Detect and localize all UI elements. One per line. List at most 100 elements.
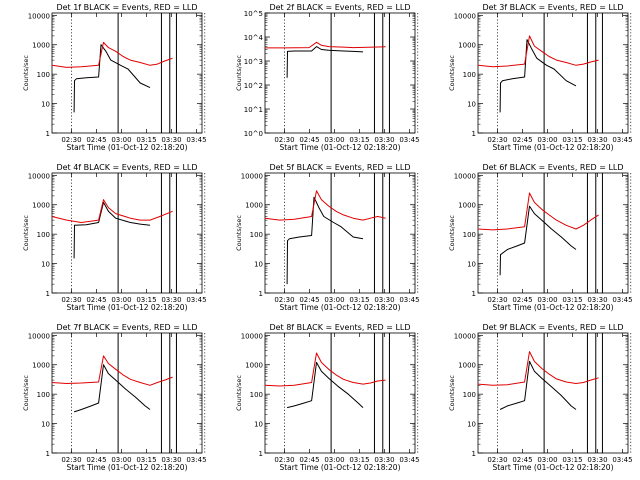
x-tick-label: 02:30 xyxy=(61,136,81,144)
x-tick-label: 02:30 xyxy=(487,456,507,464)
y-axis-label: Counts/sec xyxy=(448,55,456,91)
y-tick-label: 10 xyxy=(467,421,476,429)
x-tick-label: 03:45 xyxy=(186,296,206,304)
y-tick-label: 10000 xyxy=(241,172,263,180)
x-tick-label: 03:00 xyxy=(537,296,557,304)
y-tick-label: 100 xyxy=(250,391,263,399)
y-tick-label: 10000 xyxy=(454,172,476,180)
x-tick-label: 02:30 xyxy=(61,456,81,464)
plot-frame xyxy=(51,332,203,454)
chart-title: Det 2f BLACK = Events, RED = LLD xyxy=(269,3,410,12)
y-tick-label: 10^1 xyxy=(244,106,263,114)
x-tick-label: 03:00 xyxy=(537,456,557,464)
x-tick-label: 03:30 xyxy=(374,456,394,464)
y-tick-label: 10^2 xyxy=(244,82,263,90)
series-line-lld xyxy=(51,355,173,386)
x-axis-label: Start Time (01-Oct-12 02:18:20) xyxy=(66,143,187,152)
y-tick-label: 1000 xyxy=(245,362,263,370)
chart-panel-8: Det 8f BLACK = Events, RED = LLD 1 10 100 10… xyxy=(235,323,420,472)
y-axis-label: Counts/sec xyxy=(235,55,243,91)
y-tick-label: 1000 xyxy=(458,202,476,210)
x-tick-label: 03:00 xyxy=(111,136,131,144)
x-tick-label: 03:00 xyxy=(324,296,344,304)
series-line-events xyxy=(73,364,151,413)
x-tick-label: 03:30 xyxy=(161,456,181,464)
y-tick-label: 100 xyxy=(37,71,50,79)
x-tick-label: 02:45 xyxy=(512,296,532,304)
y-tick-label: 1 xyxy=(472,290,476,298)
y-tick-label: 1 xyxy=(46,290,50,298)
x-tick-label: 03:15 xyxy=(136,456,156,464)
x-tick-label: 03:45 xyxy=(612,136,632,144)
x-tick-label: 03:30 xyxy=(161,136,181,144)
x-tick-label: 03:30 xyxy=(161,296,181,304)
y-tick-label: 1000 xyxy=(458,362,476,370)
x-axis-label: Start Time (01-Oct-12 02:18:20) xyxy=(492,143,613,152)
x-tick-label: 03:15 xyxy=(562,296,582,304)
x-axis-label: Start Time (01-Oct-12 02:18:20) xyxy=(279,463,400,472)
y-axis-label: Counts/sec xyxy=(22,215,30,251)
x-tick-label: 03:30 xyxy=(587,296,607,304)
x-tick-label: 02:45 xyxy=(86,136,106,144)
plot-frame xyxy=(264,172,416,294)
y-tick-label: 1000 xyxy=(458,42,476,50)
y-axis-label: Counts/sec xyxy=(235,375,243,411)
chart-title: Det 7f BLACK = Events, RED = LLD xyxy=(56,323,197,332)
y-axis-label: Counts/sec xyxy=(235,215,243,251)
y-tick-label: 1 xyxy=(472,450,476,458)
chart-panel-7: Det 7f BLACK = Events, RED = LLD 1 10 100 10… xyxy=(22,323,207,472)
x-tick-label: 02:45 xyxy=(299,136,319,144)
x-tick-label: 03:45 xyxy=(186,456,206,464)
x-tick-label: 03:30 xyxy=(374,296,394,304)
x-axis-label: Start Time (01-Oct-12 02:18:20) xyxy=(279,303,400,312)
y-tick-label: 10000 xyxy=(28,12,50,20)
plot-frame xyxy=(477,172,629,294)
series-line-lld xyxy=(477,35,599,68)
x-tick-label: 03:00 xyxy=(111,456,131,464)
series-line-lld xyxy=(477,351,599,386)
x-tick-label: 02:30 xyxy=(487,296,507,304)
series-line-lld xyxy=(265,41,386,49)
y-tick-label: 10 xyxy=(41,261,50,269)
chart-panel-3: Det 3f BLACK = Events, RED = LLD 1 10 100 10… xyxy=(448,3,633,152)
y-tick-label: 1 xyxy=(472,130,476,138)
x-tick-label: 03:15 xyxy=(349,456,369,464)
y-tick-label: 10000 xyxy=(28,332,50,340)
y-tick-label: 1 xyxy=(259,450,263,458)
x-tick-label: 03:15 xyxy=(136,296,156,304)
x-axis-label: Start Time (01-Oct-12 02:18:20) xyxy=(66,463,187,472)
plot-frame xyxy=(264,332,416,454)
chart-panel-6: Det 6f BLACK = Events, RED = LLD 1 10 100 10… xyxy=(448,163,633,312)
x-tick-label: 02:30 xyxy=(61,296,81,304)
y-tick-label: 1000 xyxy=(32,362,50,370)
series-line-events xyxy=(499,205,577,276)
x-tick-label: 03:00 xyxy=(324,456,344,464)
x-tick-label: 02:45 xyxy=(86,296,106,304)
chart-title: Det 3f BLACK = Events, RED = LLD xyxy=(482,3,623,12)
x-tick-label: 03:45 xyxy=(399,296,419,304)
x-tick-label: 03:15 xyxy=(349,136,369,144)
plot-frame xyxy=(264,12,416,134)
y-tick-label: 10000 xyxy=(454,12,476,20)
chart-title: Det 8f BLACK = Events, RED = LLD xyxy=(269,323,410,332)
x-tick-label: 03:15 xyxy=(349,296,369,304)
y-tick-label: 1 xyxy=(46,450,50,458)
x-tick-label: 03:45 xyxy=(612,296,632,304)
x-tick-label: 02:45 xyxy=(299,456,319,464)
y-tick-label: 10000 xyxy=(454,332,476,340)
x-tick-label: 03:15 xyxy=(136,136,156,144)
x-tick-label: 03:00 xyxy=(111,296,131,304)
y-tick-label: 10 xyxy=(41,101,50,109)
x-tick-label: 03:30 xyxy=(587,456,607,464)
y-tick-label: 10 xyxy=(41,421,50,429)
x-tick-label: 03:00 xyxy=(324,136,344,144)
x-tick-label: 02:30 xyxy=(274,136,294,144)
series-line-lld xyxy=(264,352,386,387)
y-tick-label: 1000 xyxy=(32,202,50,210)
x-tick-label: 03:45 xyxy=(186,136,206,144)
y-axis-label: Counts/sec xyxy=(22,55,30,91)
x-tick-label: 02:30 xyxy=(487,136,507,144)
y-tick-label: 100 xyxy=(250,231,263,239)
y-tick-label: 10 xyxy=(467,101,476,109)
y-axis-label: Counts/sec xyxy=(448,375,456,411)
